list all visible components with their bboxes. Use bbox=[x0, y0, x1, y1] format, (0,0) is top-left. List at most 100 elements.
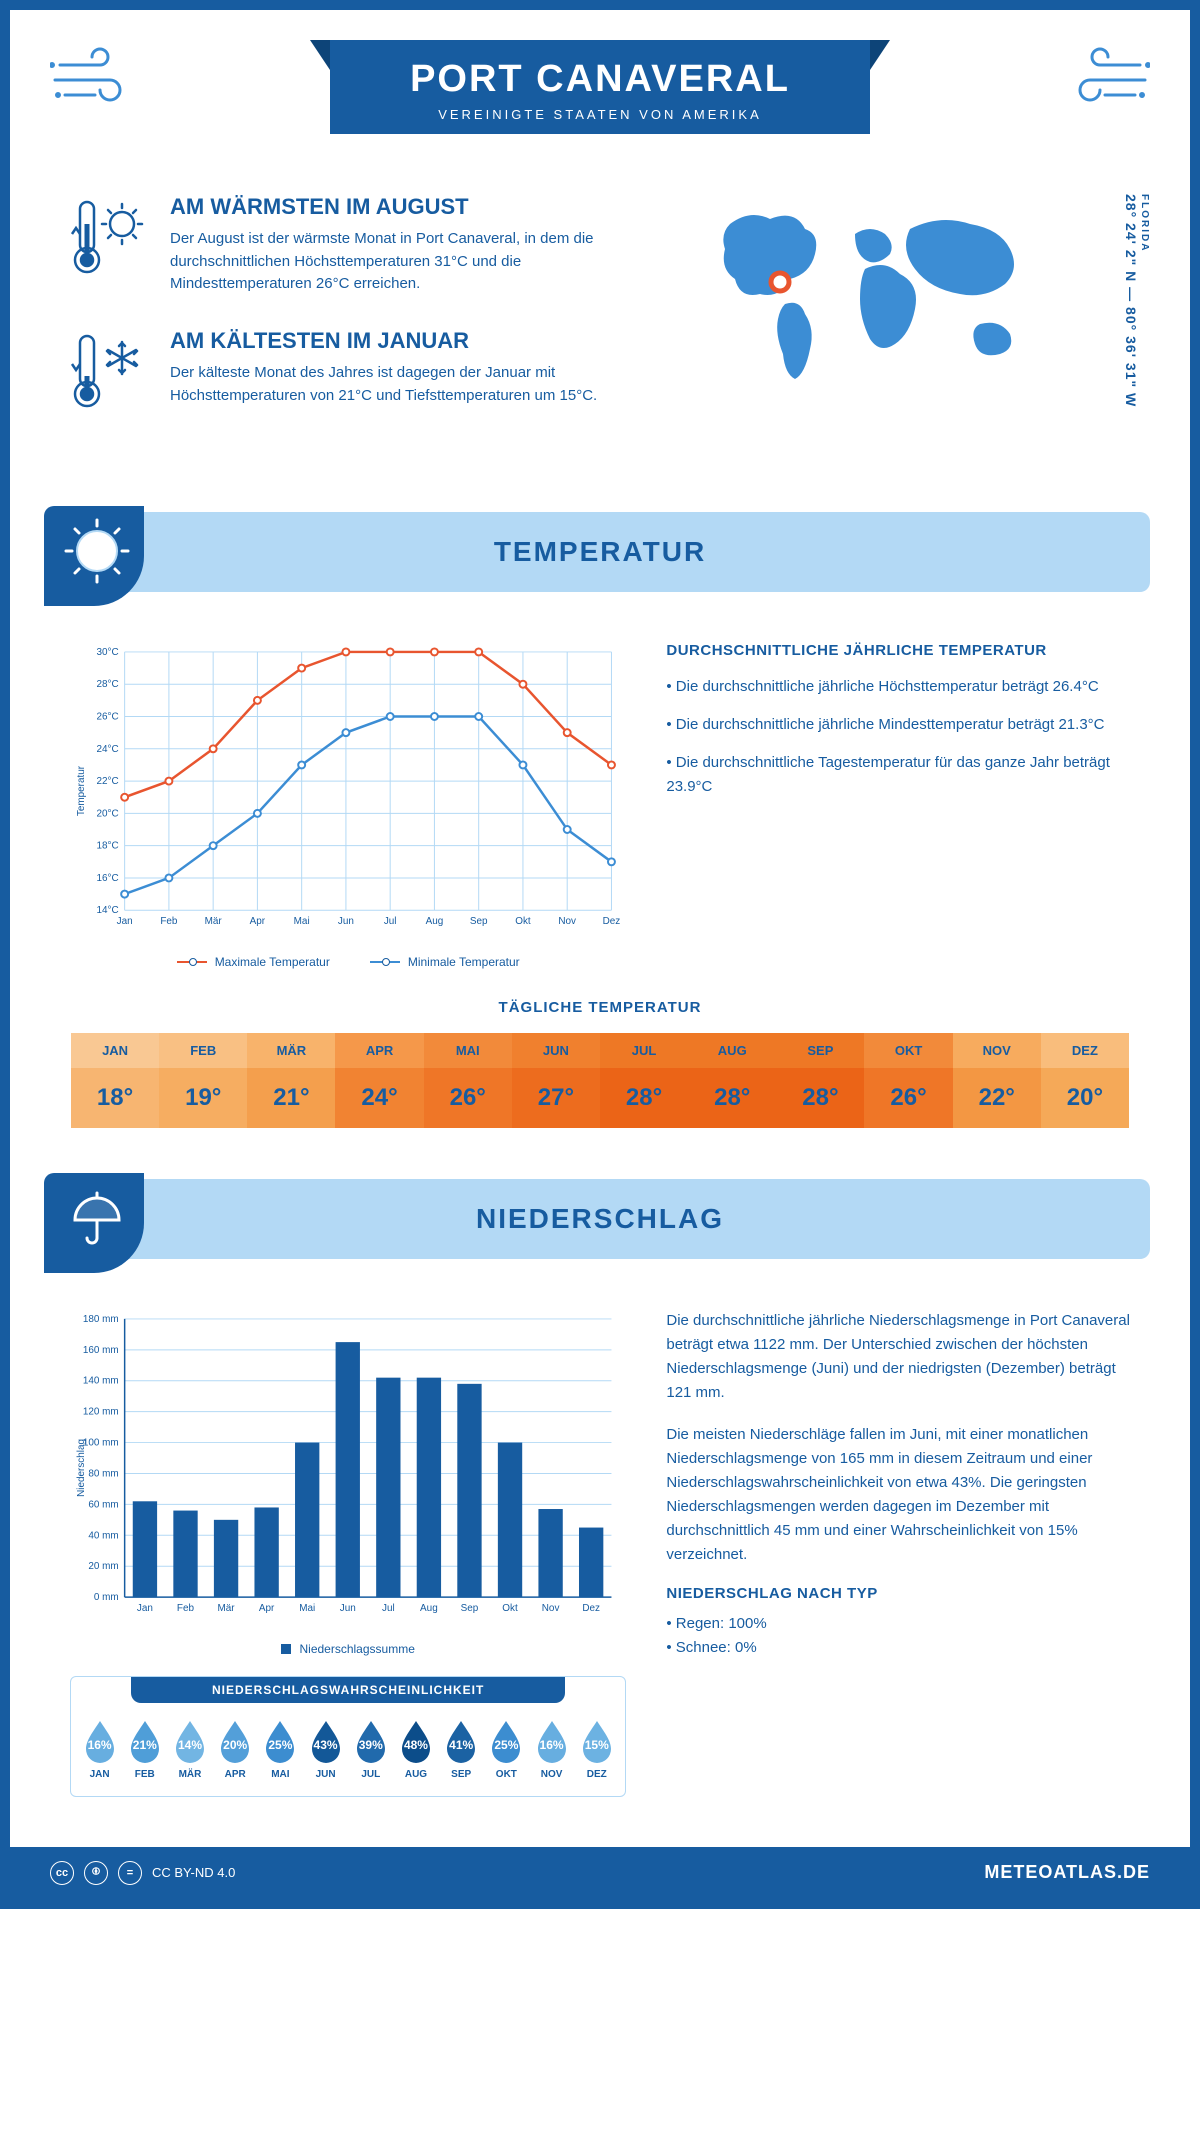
probability-cell: 25% MAI bbox=[260, 1719, 301, 1780]
svg-text:18°C: 18°C bbox=[97, 841, 119, 852]
probability-cell: 25% OKT bbox=[486, 1719, 527, 1780]
daily-month: JAN bbox=[71, 1033, 159, 1068]
legend-max: Maximale Temperatur bbox=[215, 955, 330, 969]
probability-cell: 41% SEP bbox=[441, 1719, 482, 1780]
title-banner: PORT CANAVERAL VEREINIGTE STAATEN VON AM… bbox=[330, 40, 870, 134]
daily-value: 28° bbox=[776, 1068, 864, 1128]
svg-text:0 mm: 0 mm bbox=[94, 1592, 119, 1603]
precipitation-title: NIEDERSCHLAG bbox=[74, 1203, 1126, 1235]
svg-text:26°C: 26°C bbox=[97, 711, 119, 722]
svg-text:40 mm: 40 mm bbox=[88, 1530, 118, 1541]
probability-cell: 48% AUG bbox=[395, 1719, 436, 1780]
svg-text:20°C: 20°C bbox=[97, 808, 119, 819]
site-name: METEOATLAS.DE bbox=[984, 1862, 1150, 1883]
daily-month: SEP bbox=[776, 1033, 864, 1068]
probability-cell: 16% JAN bbox=[79, 1719, 120, 1780]
precip-para2: Die meisten Niederschläge fallen im Juni… bbox=[666, 1423, 1130, 1567]
probability-cell: 21% FEB bbox=[124, 1719, 165, 1780]
footer: cc 🅯 = CC BY-ND 4.0 METEOATLAS.DE bbox=[10, 1847, 1190, 1899]
svg-text:Jan: Jan bbox=[117, 916, 133, 927]
precip-type-title: NIEDERSCHLAG NACH TYP bbox=[666, 1585, 1130, 1602]
daily-value: 18° bbox=[71, 1068, 159, 1128]
svg-text:Sep: Sep bbox=[461, 1603, 479, 1614]
coords-value: 28° 24' 2" N — 80° 36' 31" W bbox=[1123, 194, 1139, 407]
daily-value: 19° bbox=[159, 1068, 247, 1128]
daily-month: FEB bbox=[159, 1033, 247, 1068]
svg-text:60 mm: 60 mm bbox=[88, 1499, 118, 1510]
probability-cell: 14% MÄR bbox=[169, 1719, 210, 1780]
svg-text:Mai: Mai bbox=[299, 1603, 315, 1614]
svg-text:Okt: Okt bbox=[502, 1603, 518, 1614]
svg-text:Feb: Feb bbox=[177, 1603, 195, 1614]
coordinates: FLORIDA 28° 24' 2" N — 80° 36' 31" W bbox=[1123, 194, 1150, 407]
svg-text:140 mm: 140 mm bbox=[83, 1376, 119, 1387]
warmest-text: Der August ist der wärmste Monat in Port… bbox=[170, 228, 660, 296]
daily-value: 24° bbox=[335, 1068, 423, 1128]
cc-icon: cc bbox=[50, 1861, 74, 1885]
daily-value: 21° bbox=[247, 1068, 335, 1128]
svg-text:Niederschlag: Niederschlag bbox=[76, 1439, 87, 1497]
temperature-title: TEMPERATUR bbox=[74, 536, 1126, 568]
svg-text:160 mm: 160 mm bbox=[83, 1345, 119, 1356]
precipitation-chart: 0 mm20 mm40 mm60 mm80 mm100 mm120 mm140 … bbox=[70, 1309, 626, 1797]
svg-text:20 mm: 20 mm bbox=[88, 1561, 118, 1572]
probability-cell: 20% APR bbox=[215, 1719, 256, 1780]
svg-text:80 mm: 80 mm bbox=[88, 1468, 118, 1479]
svg-text:100 mm: 100 mm bbox=[83, 1438, 119, 1449]
coldest-title: AM KÄLTESTEN IM JANUAR bbox=[170, 328, 660, 354]
precipitation-header: NIEDERSCHLAG bbox=[50, 1179, 1150, 1259]
warmest-block: AM WÄRMSTEN IM AUGUST Der August ist der… bbox=[70, 194, 660, 298]
svg-text:Jun: Jun bbox=[340, 1603, 356, 1614]
svg-text:Nov: Nov bbox=[558, 916, 576, 927]
coldest-block: AM KÄLTESTEN IM JANUAR Der kälteste Mona… bbox=[70, 328, 660, 432]
thermometer-sun-icon bbox=[70, 194, 150, 298]
intro-section: AM WÄRMSTEN IM AUGUST Der August ist der… bbox=[10, 154, 1190, 492]
svg-text:Mai: Mai bbox=[294, 916, 310, 927]
page-subtitle: VEREINIGTE STAATEN VON AMERIKA bbox=[410, 107, 790, 122]
daily-value: 26° bbox=[424, 1068, 512, 1128]
sun-icon bbox=[44, 506, 144, 606]
wind-icon-left bbox=[50, 40, 140, 122]
svg-text:Dez: Dez bbox=[582, 1603, 600, 1614]
svg-text:Dez: Dez bbox=[603, 916, 621, 927]
probability-cell: 15% DEZ bbox=[576, 1719, 617, 1780]
legend-min: Minimale Temperatur bbox=[408, 955, 520, 969]
coldest-text: Der kälteste Monat des Jahres ist dagege… bbox=[170, 362, 660, 407]
page-title: PORT CANAVERAL bbox=[410, 58, 790, 101]
precip-type-bullet: • Schnee: 0% bbox=[666, 1636, 1130, 1660]
svg-text:14°C: 14°C bbox=[97, 905, 119, 916]
probability-box: NIEDERSCHLAGSWAHRSCHEINLICHKEIT 16% JAN … bbox=[70, 1676, 626, 1797]
daily-month: MAI bbox=[424, 1033, 512, 1068]
svg-text:28°C: 28°C bbox=[97, 679, 119, 690]
svg-text:180 mm: 180 mm bbox=[83, 1314, 119, 1325]
svg-text:30°C: 30°C bbox=[97, 647, 119, 658]
daily-month: JUN bbox=[512, 1033, 600, 1068]
daily-month: OKT bbox=[864, 1033, 952, 1068]
daily-month: AUG bbox=[688, 1033, 776, 1068]
daily-temp-grid: JANFEBMÄRAPRMAIJUNJULAUGSEPOKTNOVDEZ18°1… bbox=[70, 1032, 1130, 1129]
probability-cell: 16% NOV bbox=[531, 1719, 572, 1780]
daily-value: 27° bbox=[512, 1068, 600, 1128]
region-label: FLORIDA bbox=[1139, 194, 1150, 399]
daily-month: NOV bbox=[953, 1033, 1041, 1068]
svg-text:Temperatur: Temperatur bbox=[76, 765, 87, 816]
svg-text:Nov: Nov bbox=[542, 1603, 560, 1614]
svg-text:Mär: Mär bbox=[218, 1603, 236, 1614]
svg-text:22°C: 22°C bbox=[97, 776, 119, 787]
umbrella-icon bbox=[44, 1173, 144, 1273]
precip-para1: Die durchschnittliche jährliche Niedersc… bbox=[666, 1309, 1130, 1405]
by-icon: 🅯 bbox=[84, 1861, 108, 1885]
daily-value: 26° bbox=[864, 1068, 952, 1128]
daily-temp-title: TÄGLICHE TEMPERATUR bbox=[70, 999, 1130, 1016]
temp-bullet: • Die durchschnittliche jährliche Mindes… bbox=[666, 713, 1130, 737]
daily-value: 20° bbox=[1041, 1068, 1129, 1128]
svg-text:Okt: Okt bbox=[515, 916, 531, 927]
svg-text:Aug: Aug bbox=[420, 1603, 438, 1614]
header: PORT CANAVERAL VEREINIGTE STAATEN VON AM… bbox=[10, 10, 1190, 154]
svg-text:16°C: 16°C bbox=[97, 873, 119, 884]
daily-month: APR bbox=[335, 1033, 423, 1068]
svg-text:Jul: Jul bbox=[384, 916, 397, 927]
nd-icon: = bbox=[118, 1861, 142, 1885]
svg-text:Sep: Sep bbox=[470, 916, 488, 927]
daily-value: 28° bbox=[600, 1068, 688, 1128]
